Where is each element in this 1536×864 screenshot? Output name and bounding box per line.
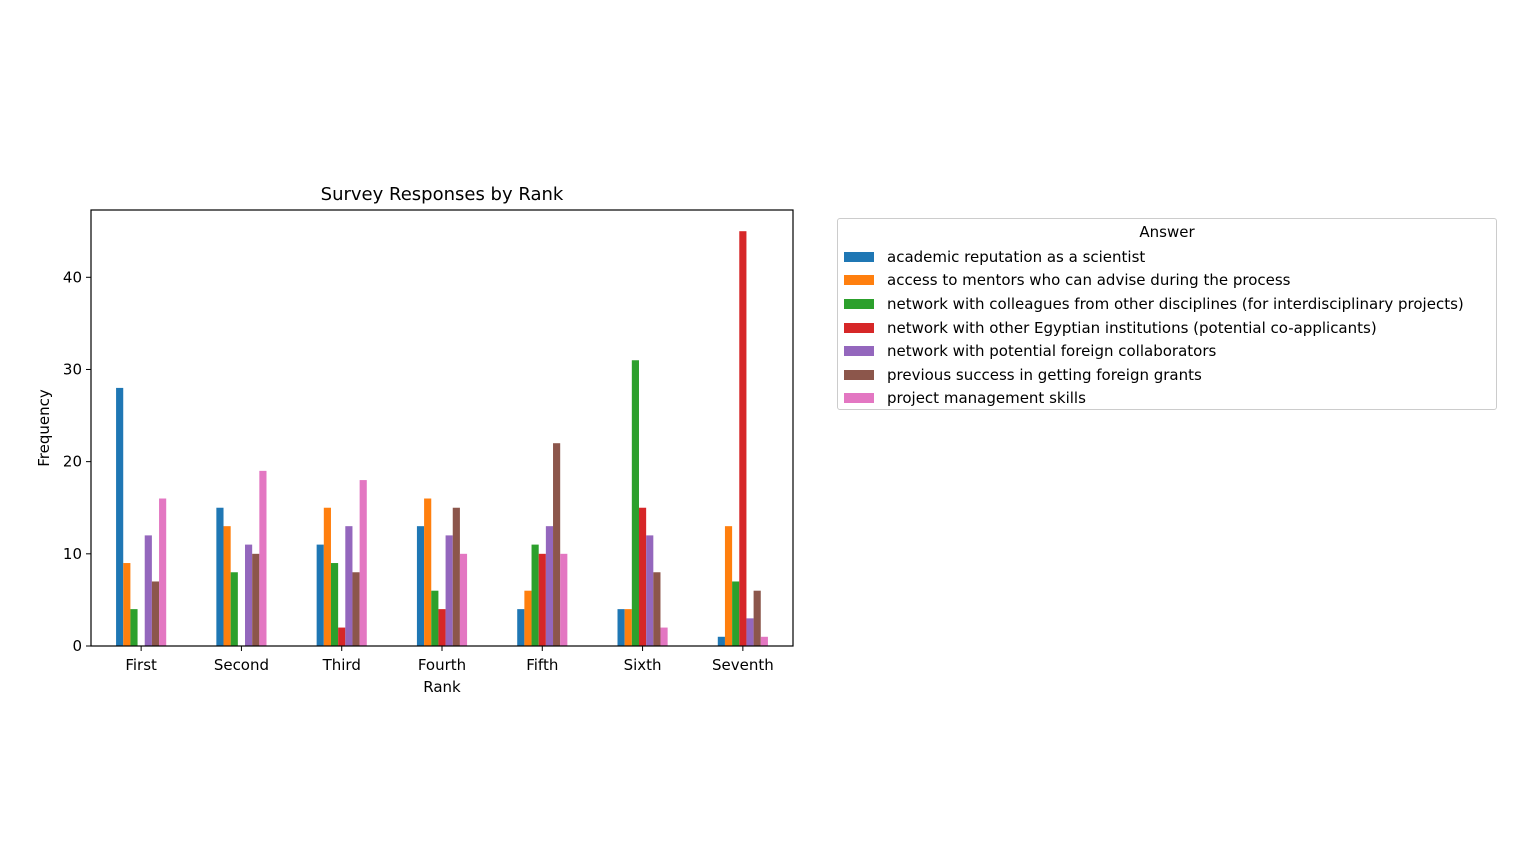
- bar: [252, 553, 260, 646]
- legend-swatch: [844, 346, 874, 357]
- bar: [359, 480, 367, 646]
- legend-swatch: [844, 275, 874, 286]
- y-tick-label: 20: [63, 453, 82, 471]
- bar: [631, 360, 639, 646]
- bar: [624, 609, 632, 646]
- bar: [553, 443, 561, 646]
- legend-item: access to mentors who can advise during …: [838, 269, 1496, 293]
- legend-title: Answer: [1139, 223, 1195, 241]
- y-tick-label: 30: [63, 360, 82, 378]
- bar: [753, 590, 761, 646]
- bar: [431, 590, 439, 646]
- bar: [130, 609, 138, 646]
- bar: [760, 636, 768, 646]
- legend-swatch: [844, 322, 874, 333]
- bar: [617, 609, 625, 646]
- bar: [216, 507, 224, 646]
- legend-label: network with colleagues from other disci…: [887, 294, 1464, 313]
- legend-label: access to mentors who can advise during …: [887, 271, 1291, 290]
- legend-label: network with other Egyptian institutions…: [887, 318, 1377, 337]
- bar: [739, 231, 747, 646]
- bar: [151, 581, 160, 646]
- legend-swatch: [844, 251, 874, 262]
- bar: [116, 387, 124, 646]
- x-tick-label: Sixth: [624, 656, 662, 674]
- bar: [660, 627, 668, 646]
- y-tick-label: 40: [63, 268, 82, 286]
- bar: [638, 507, 647, 646]
- legend-label: network with potential foreign collabora…: [887, 342, 1217, 361]
- bar: [352, 572, 360, 646]
- bar: [230, 572, 238, 646]
- y-tick-label: 10: [63, 545, 82, 563]
- bar: [524, 590, 532, 646]
- bar: [245, 544, 253, 646]
- legend-item: network with colleagues from other disci…: [838, 292, 1496, 316]
- legend-item: network with other Egyptian institutions…: [838, 316, 1496, 340]
- bar: [445, 535, 453, 646]
- plot-frame: [90, 209, 794, 647]
- bar: [144, 535, 152, 646]
- bar: [316, 544, 324, 646]
- bar: [717, 636, 725, 646]
- bar: [724, 526, 733, 646]
- bar: [424, 498, 432, 646]
- x-tick-label: First: [125, 656, 157, 674]
- bar: [330, 563, 339, 646]
- legend-label: previous success in getting foreign gran…: [887, 365, 1202, 384]
- legend-swatch: [844, 393, 874, 404]
- bar: [560, 553, 568, 646]
- y-tick-label: 0: [72, 637, 82, 655]
- bar: [323, 507, 331, 646]
- legend-item: project management skills: [838, 387, 1496, 411]
- x-tick-label: Fourth: [418, 656, 466, 674]
- legend-item: network with potential foreign collabora…: [838, 339, 1496, 363]
- x-axis-label: Rank: [423, 678, 461, 696]
- bar: [338, 627, 346, 646]
- legend: Answer academic reputation as a scientis…: [837, 218, 1497, 410]
- chart-title: Survey Responses by Rank: [321, 184, 564, 205]
- legend-item: previous success in getting foreign gran…: [838, 363, 1496, 387]
- bar: [545, 526, 554, 646]
- bar: [259, 470, 267, 646]
- bar: [538, 553, 546, 646]
- bar: [416, 526, 425, 646]
- x-tick-label: Third: [322, 656, 361, 674]
- bar: [517, 609, 525, 646]
- bar: [746, 618, 754, 646]
- x-tick-label: Fifth: [526, 656, 558, 674]
- y-axis-label: Frequency: [35, 389, 53, 467]
- legend-label: academic reputation as a scientist: [887, 247, 1146, 266]
- x-tick-label: Seventh: [712, 656, 774, 674]
- bar: [653, 572, 661, 646]
- bar: [223, 526, 231, 646]
- legend-swatch: [844, 298, 874, 309]
- bar: [531, 544, 539, 646]
- legend-item: academic reputation as a scientist: [838, 245, 1496, 269]
- bar: [438, 609, 446, 646]
- bar: [646, 535, 654, 646]
- bar: [159, 498, 167, 646]
- legend-swatch: [844, 369, 874, 380]
- bar: [732, 581, 740, 646]
- bar: [452, 507, 460, 646]
- bar: [123, 563, 131, 646]
- bar: [345, 526, 353, 646]
- legend-label: project management skills: [887, 389, 1086, 408]
- bar: [459, 553, 468, 646]
- x-tick-label: Second: [214, 656, 269, 674]
